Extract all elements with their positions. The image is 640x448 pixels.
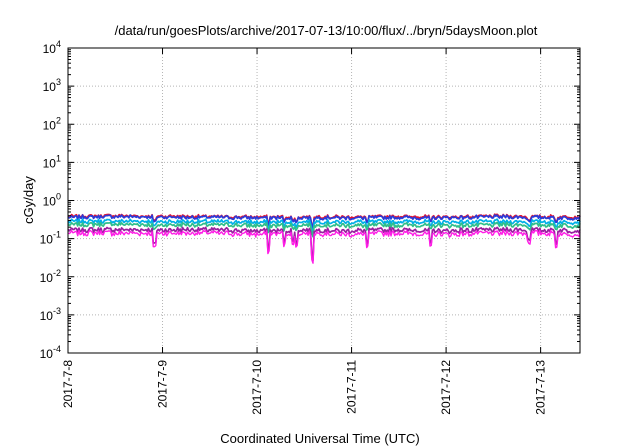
x-tick-label: 2017-7-12 (439, 360, 453, 415)
x-tick-label: 2017-7-13 (534, 360, 548, 415)
y-tick-base: 10 (43, 156, 57, 170)
y-tick-exponent: -4 (53, 344, 61, 354)
y-tick-label: 104 (43, 39, 61, 56)
y-tick-base: 10 (40, 347, 54, 361)
y-tick-exponent: 2 (56, 115, 61, 125)
y-tick-exponent: -1 (53, 230, 61, 240)
y-tick-base: 10 (40, 233, 54, 247)
x-tick-label: 2017-7-10 (250, 360, 264, 415)
y-tick-exponent: -2 (53, 268, 61, 278)
y-tick-exponent: 1 (56, 153, 61, 163)
x-tick-labels: 2017-7-8 2017-7-9 2017-7-10 2017-7-11 2017-7… (61, 360, 548, 415)
y-tick-base: 10 (43, 118, 57, 132)
y-axis-label: cGy/day (21, 176, 36, 224)
grid-lines (68, 48, 580, 353)
chart-title: /data/run/goesPlots/archive/2017-07-13/1… (115, 23, 538, 38)
x-tick-label: 2017-7-9 (156, 360, 170, 408)
y-tick-base: 10 (43, 80, 57, 94)
y-tick-label: 100 (43, 192, 61, 209)
y-tick-exponent: -3 (53, 306, 61, 316)
y-tick-exponent: 4 (56, 39, 61, 49)
y-tick-label: 10-4 (40, 344, 61, 361)
y-tick-exponent: 3 (56, 77, 61, 87)
x-tick-label: 2017-7-11 (345, 360, 359, 414)
y-tick-base: 10 (40, 271, 54, 285)
y-tick-label: 102 (43, 115, 61, 132)
y-tick-label: 10-3 (40, 306, 61, 323)
y-tick-base: 10 (43, 195, 57, 209)
y-tick-base: 10 (43, 42, 57, 56)
y-tick-label: 10-2 (40, 268, 61, 285)
series-line (67, 229, 581, 264)
tick-marks (67, 47, 580, 354)
y-tick-label: 10-1 (40, 230, 61, 247)
y-tick-label: 101 (43, 153, 61, 170)
y-tick-base: 10 (40, 309, 54, 323)
y-tick-label: 103 (43, 77, 61, 94)
x-tick-label: 2017-7-8 (61, 360, 75, 408)
series-line (67, 221, 581, 238)
series-group (67, 213, 581, 264)
y-tick-exponent: 0 (56, 192, 61, 202)
x-axis-label: Coordinated Universal Time (UTC) (220, 431, 419, 446)
